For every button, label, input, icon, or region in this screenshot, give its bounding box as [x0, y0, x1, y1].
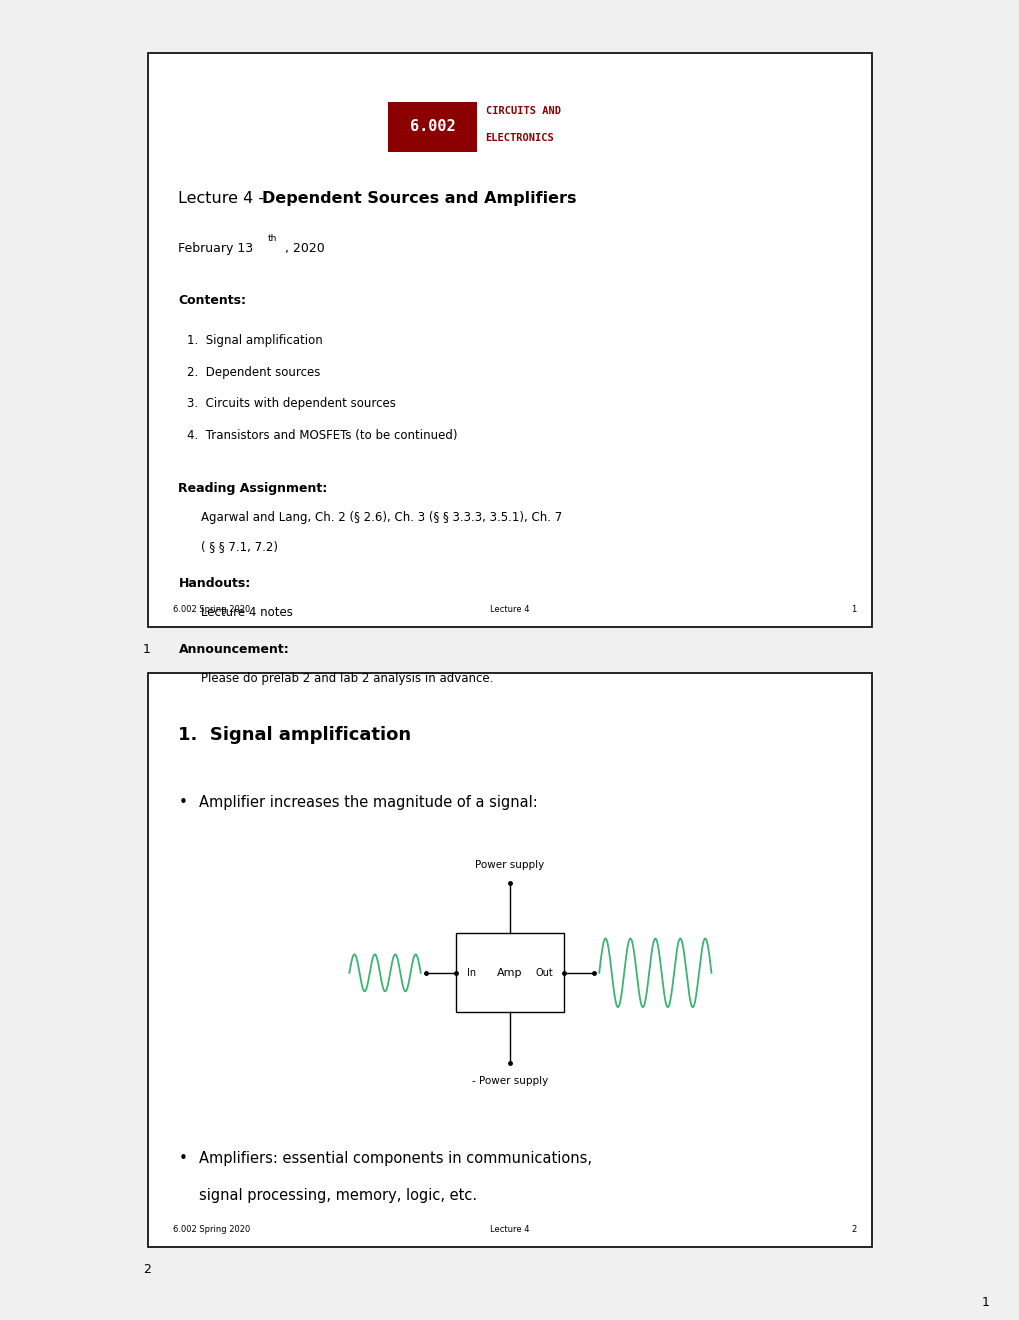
- Text: •: •: [178, 795, 187, 809]
- Text: 6.002 Spring 2020: 6.002 Spring 2020: [173, 1225, 251, 1234]
- Text: 3.  Circuits with dependent sources: 3. Circuits with dependent sources: [186, 397, 395, 411]
- Text: February 13: February 13: [178, 242, 254, 255]
- Text: Handouts:: Handouts:: [178, 577, 251, 590]
- Text: Amp: Amp: [497, 968, 523, 978]
- Text: 2: 2: [851, 1225, 856, 1234]
- Bar: [457, 933, 564, 1012]
- Text: ELECTRONICS: ELECTRONICS: [485, 133, 553, 144]
- Text: 1: 1: [980, 1296, 988, 1309]
- Bar: [148, 53, 871, 627]
- Text: 1: 1: [143, 643, 151, 656]
- Text: Dependent Sources and Amplifiers: Dependent Sources and Amplifiers: [262, 191, 576, 206]
- Text: 6.002 Spring 2020: 6.002 Spring 2020: [173, 605, 251, 614]
- Text: In: In: [467, 968, 475, 978]
- Text: , 2020: , 2020: [284, 242, 324, 255]
- Text: Reading Assignment:: Reading Assignment:: [178, 482, 327, 495]
- Text: Power supply: Power supply: [475, 859, 544, 870]
- Text: Contents:: Contents:: [178, 294, 247, 308]
- Text: 2.  Dependent sources: 2. Dependent sources: [186, 366, 320, 379]
- Text: ( § § 7.1, 7.2): ( § § 7.1, 7.2): [201, 540, 277, 553]
- Text: 1.  Signal amplification: 1. Signal amplification: [178, 726, 412, 744]
- Text: 2: 2: [143, 1263, 151, 1276]
- Text: Lecture 4: Lecture 4: [490, 605, 529, 614]
- Text: Announcement:: Announcement:: [178, 643, 289, 656]
- Text: - Power supply: - Power supply: [472, 1076, 547, 1086]
- Text: •: •: [178, 1151, 187, 1166]
- Text: Lecture 4: Lecture 4: [490, 1225, 529, 1234]
- Text: Amplifiers: essential components in communications,: Amplifiers: essential components in comm…: [199, 1151, 591, 1166]
- Text: Lecture 4 notes: Lecture 4 notes: [201, 606, 292, 619]
- Text: 6.002: 6.002: [410, 119, 454, 135]
- Text: 1: 1: [851, 605, 856, 614]
- Text: th: th: [267, 234, 276, 243]
- Text: 4.  Transistors and MOSFETs (to be continued): 4. Transistors and MOSFETs (to be contin…: [186, 429, 457, 442]
- Text: CIRCUITS AND: CIRCUITS AND: [485, 106, 560, 116]
- Bar: [387, 102, 477, 152]
- Text: 1.  Signal amplification: 1. Signal amplification: [186, 334, 322, 347]
- Text: Please do prelab 2 and lab 2 analysis in advance.: Please do prelab 2 and lab 2 analysis in…: [201, 672, 493, 685]
- Bar: [148, 673, 871, 1247]
- Text: signal processing, memory, logic, etc.: signal processing, memory, logic, etc.: [199, 1188, 477, 1203]
- Text: Agarwal and Lang, Ch. 2 (§ 2.6), Ch. 3 (§ § 3.3.3, 3.5.1), Ch. 7: Agarwal and Lang, Ch. 2 (§ 2.6), Ch. 3 (…: [201, 511, 561, 524]
- Text: Amplifier increases the magnitude of a signal:: Amplifier increases the magnitude of a s…: [199, 795, 537, 809]
- Text: Lecture 4 -: Lecture 4 -: [178, 191, 269, 206]
- Text: Out: Out: [535, 968, 552, 978]
